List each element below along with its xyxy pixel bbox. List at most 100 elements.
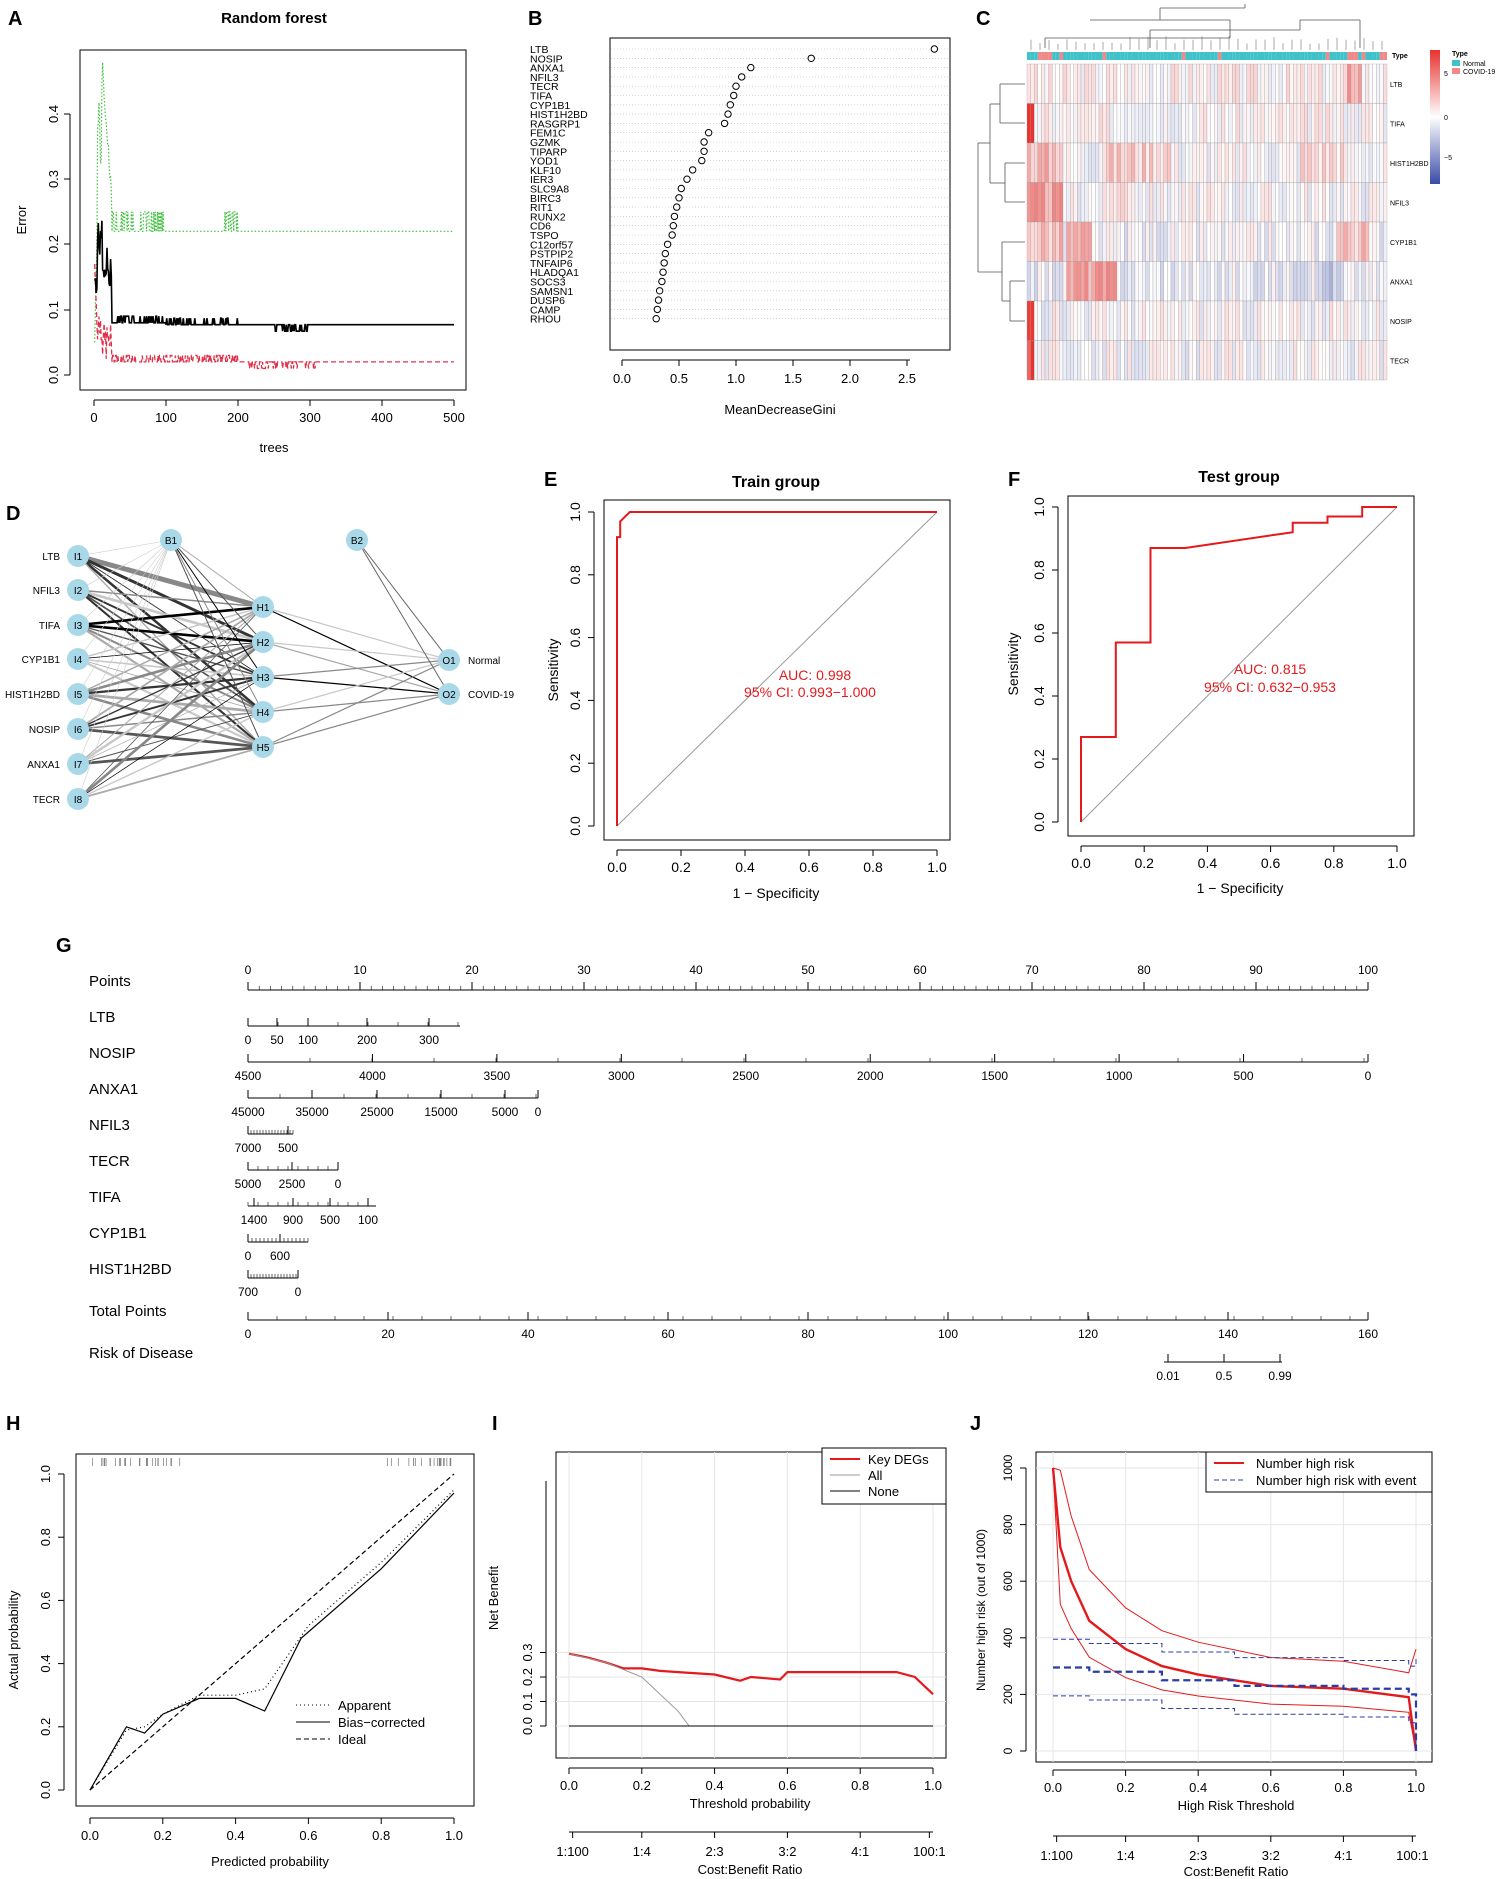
heatmap-cell xyxy=(1034,182,1038,223)
tick-label: 100 xyxy=(1358,963,1378,977)
tick-label: 0.5 xyxy=(1216,1369,1233,1383)
heatmap-cell xyxy=(1340,221,1344,262)
heatmap-cell xyxy=(1340,300,1344,341)
heatmap-cell xyxy=(1059,261,1064,302)
heatmap-cell xyxy=(1260,221,1265,262)
heatmap-cell xyxy=(1314,300,1319,341)
data-point xyxy=(677,184,685,193)
y-tick-label: 0.6 xyxy=(1031,623,1047,643)
heatmap-cell xyxy=(1055,182,1060,223)
heatmap-cell xyxy=(1196,261,1200,302)
heatmap-cell xyxy=(1106,182,1110,223)
heatmap-cell xyxy=(1250,340,1254,381)
tick-label: 0 xyxy=(535,1105,542,1119)
heatmap-cell xyxy=(1156,340,1161,381)
heatmap-cell xyxy=(1160,182,1164,223)
x-tick-label: 500 xyxy=(443,410,465,425)
heatmap-cell xyxy=(1347,340,1352,381)
heatmap-cell xyxy=(1257,221,1262,262)
heatmap-cell xyxy=(1062,221,1067,262)
tick-label: 0 xyxy=(245,1249,252,1263)
heatmap-cell xyxy=(1113,340,1118,381)
heatmap-cell xyxy=(1286,182,1290,223)
heatmap-cell xyxy=(1336,142,1341,183)
y-tick-label: 1000 xyxy=(1001,1454,1015,1481)
legend-label-apparent: Apparent xyxy=(338,1698,391,1713)
panel-i-series xyxy=(568,1652,934,1727)
heatmap-cell xyxy=(1206,340,1211,381)
y-tick-label: 0.0 xyxy=(46,366,61,384)
heatmap-cell xyxy=(1268,221,1272,262)
legend-label-all: All xyxy=(868,1468,883,1483)
network-edge xyxy=(77,589,264,608)
annotation-cell xyxy=(1329,52,1333,60)
heatmap-cell xyxy=(1286,340,1290,381)
heatmap-cell xyxy=(1300,221,1305,262)
heatmap-cell xyxy=(1116,261,1121,302)
panel-a-x-axis: 0 100 200 300 400 500 xyxy=(90,399,465,425)
annotation-cell xyxy=(1354,52,1359,60)
heatmap-cell xyxy=(1318,340,1323,381)
ratio-tick-label: 100:1 xyxy=(913,1844,946,1859)
heatmap-cell xyxy=(1271,300,1276,341)
heatmap-cell xyxy=(1332,103,1337,144)
x-tick-label: 0.0 xyxy=(560,1778,578,1793)
heatmap-cell xyxy=(1300,261,1305,302)
heatmap-cell xyxy=(1293,261,1298,302)
heatmap-cell xyxy=(1232,63,1236,104)
network-edge xyxy=(262,659,450,678)
gene-label: NFIL3 xyxy=(1390,200,1409,207)
heatmap-cell xyxy=(1084,340,1089,381)
heatmap-cell xyxy=(1131,142,1136,183)
node-label: B2 xyxy=(351,536,364,547)
panel-e-frame xyxy=(603,499,951,841)
tick-label: 60 xyxy=(661,1327,675,1341)
y-tick-label: 0.4 xyxy=(46,105,61,123)
heatmap-cell xyxy=(1034,300,1038,341)
tick-label: 80 xyxy=(1137,963,1151,977)
panel-j-legend-box xyxy=(1205,1451,1433,1493)
heatmap-cell xyxy=(1026,142,1031,183)
network-edge xyxy=(77,606,264,660)
heatmap-cell xyxy=(1365,103,1370,144)
heatmap-cell xyxy=(1160,63,1164,104)
heatmap-cell xyxy=(1088,182,1092,223)
y-tick-label: 0.2 xyxy=(520,1668,535,1686)
heatmap-cell xyxy=(1282,300,1287,341)
heatmap-cell xyxy=(1268,182,1272,223)
heatmap-cell xyxy=(1268,63,1272,104)
x-tick: 500 xyxy=(443,400,465,425)
heatmap-cell xyxy=(1059,142,1064,183)
heatmap-cell xyxy=(1134,63,1139,104)
heatmap-cell xyxy=(1030,261,1035,302)
heatmap-cell xyxy=(1343,300,1348,341)
legend-swatch-covid xyxy=(1452,68,1460,74)
x-tick-label: 0.8 xyxy=(1324,855,1344,871)
x-tick: 400 xyxy=(371,400,393,425)
heatmap-cell xyxy=(1268,103,1272,144)
panel-j-axes: 0.0 0.2 0.4 0.6 0.8 1.0 0 200 400 600 800 1000 1:100… xyxy=(1001,1454,1429,1863)
y-tick-label: 0.2 xyxy=(38,1718,53,1736)
annotation-cell xyxy=(1084,52,1089,60)
heatmap-cell xyxy=(1271,221,1276,262)
heatmap-cell xyxy=(1088,142,1092,183)
heatmap-cell xyxy=(1160,261,1164,302)
annotation-cell xyxy=(1163,52,1168,60)
heatmap-cell xyxy=(1224,221,1229,262)
tick-label: 35000 xyxy=(295,1105,329,1119)
heatmap-cell xyxy=(1329,261,1334,302)
network-edge xyxy=(77,606,264,765)
heatmap-cell xyxy=(1070,300,1074,341)
heatmap-cell xyxy=(1145,340,1150,381)
tick-label: 0 xyxy=(1365,1069,1372,1083)
heatmap-cell xyxy=(1106,340,1110,381)
heatmap-cell xyxy=(1383,300,1388,341)
heatmap-cell xyxy=(1037,300,1042,341)
heatmap-cell xyxy=(1070,340,1074,381)
panel-f-ci: 95% CI: 0.632−0.953 xyxy=(1204,679,1336,695)
data-point xyxy=(661,249,670,258)
heatmap-cell xyxy=(1289,261,1294,302)
heatmap-cell xyxy=(1152,340,1157,381)
gene-label: TIFA xyxy=(530,91,552,103)
heatmap-cell xyxy=(1095,261,1100,302)
